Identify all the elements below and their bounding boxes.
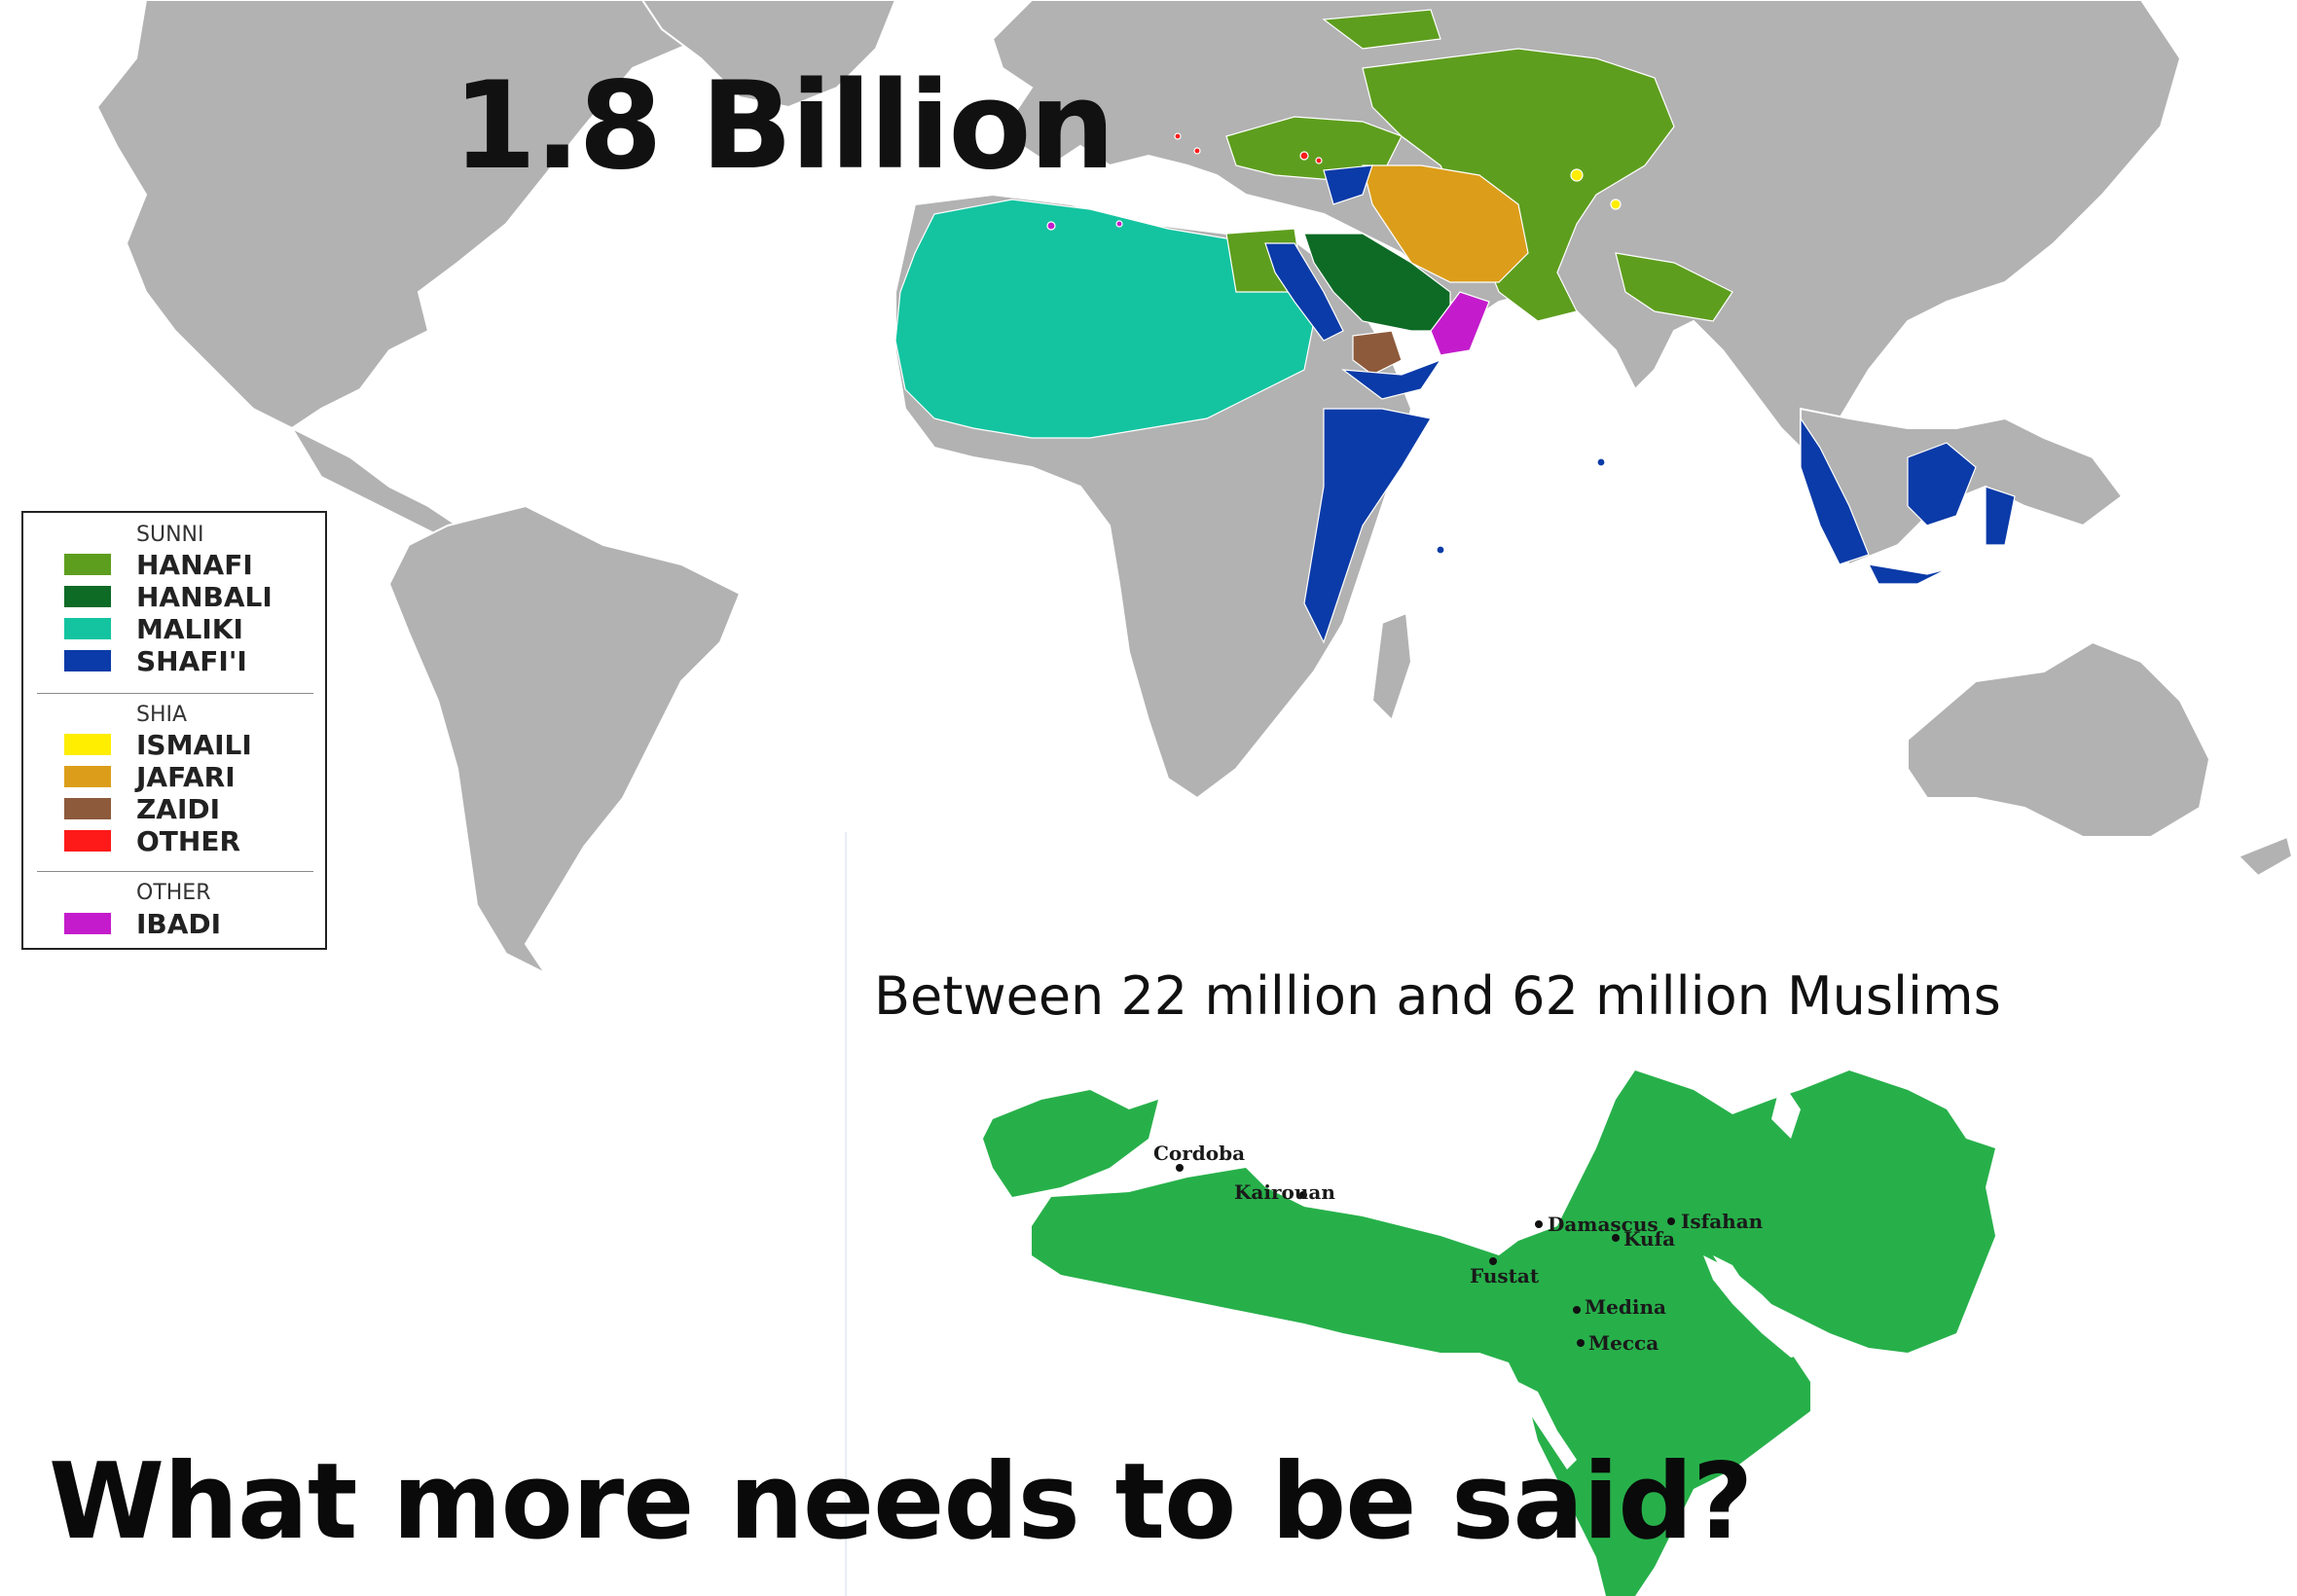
legend-item-zaidi: ZAIDI <box>64 792 221 825</box>
legend-swatch <box>64 554 111 575</box>
caliphate-main-region <box>1032 1070 1995 1596</box>
hanafi-region <box>1615 252 1733 322</box>
legend-label: HANAFI <box>136 548 253 581</box>
map-legend: SUNNI HANAFI HANBALI MALIKI SHAFI'I SHIA… <box>21 511 327 950</box>
legend-separator <box>37 871 313 872</box>
city-dot <box>1176 1164 1184 1172</box>
city-label-cordoba: Cordoba <box>1153 1142 1245 1165</box>
panel-divider <box>845 832 847 1596</box>
caliphate-caption: Between 22 million and 62 million Muslim… <box>874 965 2001 1027</box>
shafii-region <box>1340 358 1442 400</box>
shafii-region <box>1985 486 2016 546</box>
legend-swatch <box>64 766 111 787</box>
caliphate-map: Cordoba Kairouan Damascus Isfahan Kufa F… <box>983 1070 1995 1596</box>
legend-heading-shia: SHIA <box>136 703 188 727</box>
south-america-landmass <box>387 504 742 976</box>
city-label-isfahan: Isfahan <box>1681 1210 1764 1233</box>
city-label-medina: Medina <box>1585 1295 1666 1319</box>
hanafi-region <box>1322 9 1441 50</box>
city-label-damascus: Damascus <box>1548 1213 1659 1236</box>
legend-label: IBADI <box>136 907 222 940</box>
legend-label: HANBALI <box>136 580 273 613</box>
iberia-region <box>983 1090 1158 1197</box>
new-zealand-landmass <box>2237 835 2294 878</box>
city-dot <box>1577 1339 1585 1347</box>
shafii-region <box>1264 242 1344 342</box>
shafii-region <box>1303 408 1432 644</box>
maliki-region <box>894 199 1315 439</box>
distribution-overlay <box>894 9 2016 644</box>
legend-swatch <box>64 734 111 755</box>
legend-item-ibadi: IBADI <box>64 907 222 940</box>
city-dot <box>1535 1220 1543 1228</box>
legend-label: ISMAILI <box>136 728 252 761</box>
city-dot <box>1489 1257 1497 1265</box>
legend-label: OTHER <box>136 824 241 857</box>
legend-swatch <box>64 650 111 671</box>
city-dot <box>1667 1217 1675 1225</box>
other-shia-spot <box>1299 151 1309 161</box>
shafii-spot <box>1436 545 1445 555</box>
ibadi-spot <box>1046 221 1056 231</box>
legend-separator <box>37 693 313 694</box>
legend-item-hanafi: HANAFI <box>64 548 253 581</box>
shafii-region <box>1323 164 1373 205</box>
city-dot <box>1299 1191 1307 1199</box>
legend-item-other-shia: OTHER <box>64 824 241 857</box>
north-america-landmass <box>95 0 742 430</box>
legend-swatch <box>64 798 111 819</box>
shafii-region <box>1867 563 1948 585</box>
ismaili-spot <box>1570 168 1584 182</box>
other-shia-spot <box>1315 157 1323 164</box>
legend-heading-other: OTHER <box>136 881 211 905</box>
city-label-kairouan: Kairouan <box>1234 1180 1335 1204</box>
legend-heading-sunni: SUNNI <box>136 523 204 547</box>
other-shia-spot <box>1193 147 1201 155</box>
city-label-kufa: Kufa <box>1623 1227 1675 1251</box>
other-shia-spot <box>1174 132 1182 140</box>
legend-item-shafii: SHAFI'I <box>64 644 247 677</box>
bottom-question: What more needs to be said? <box>49 1441 1753 1563</box>
legend-item-ismaili: ISMAILI <box>64 728 252 761</box>
madagascar-landmass <box>1370 611 1413 722</box>
zaidi-region <box>1352 330 1403 376</box>
legend-item-hanbali: HANBALI <box>64 580 273 613</box>
ibadi-spot <box>1115 220 1123 228</box>
jafari-region <box>1362 164 1529 283</box>
city-label-mecca: Mecca <box>1588 1331 1659 1355</box>
shafii-region <box>1800 417 1870 565</box>
caspian-inlet <box>1771 1080 1801 1139</box>
legend-swatch <box>64 830 111 852</box>
legend-item-maliki: MALIKI <box>64 612 243 645</box>
legend-swatch <box>64 618 111 639</box>
australia-landmass <box>1907 640 2211 838</box>
shafii-region <box>1907 442 1977 526</box>
shafii-spot <box>1596 457 1606 467</box>
ismaili-spot <box>1610 199 1622 210</box>
ibadi-region <box>1430 291 1490 356</box>
greenland-landmass <box>640 0 897 109</box>
legend-swatch <box>64 586 111 607</box>
city-dot <box>1573 1306 1581 1314</box>
legend-label: JAFARI <box>136 760 236 793</box>
persian-gulf-inlet <box>1703 1255 1810 1358</box>
headline-total: 1.8 Billion <box>453 56 1115 197</box>
hanafi-region <box>1362 48 1675 322</box>
city-label-fustat: Fustat <box>1470 1264 1540 1288</box>
legend-label: SHAFI'I <box>136 644 247 677</box>
city-dot <box>1612 1234 1620 1242</box>
legend-label: MALIKI <box>136 612 243 645</box>
red-sea-inlet <box>1518 1382 1577 1469</box>
legend-label: ZAIDI <box>136 792 221 825</box>
city-markers: Cordoba Kairouan Damascus Isfahan Kufa F… <box>1153 1142 1764 1355</box>
legend-item-jafari: JAFARI <box>64 760 236 793</box>
legend-swatch <box>64 913 111 934</box>
